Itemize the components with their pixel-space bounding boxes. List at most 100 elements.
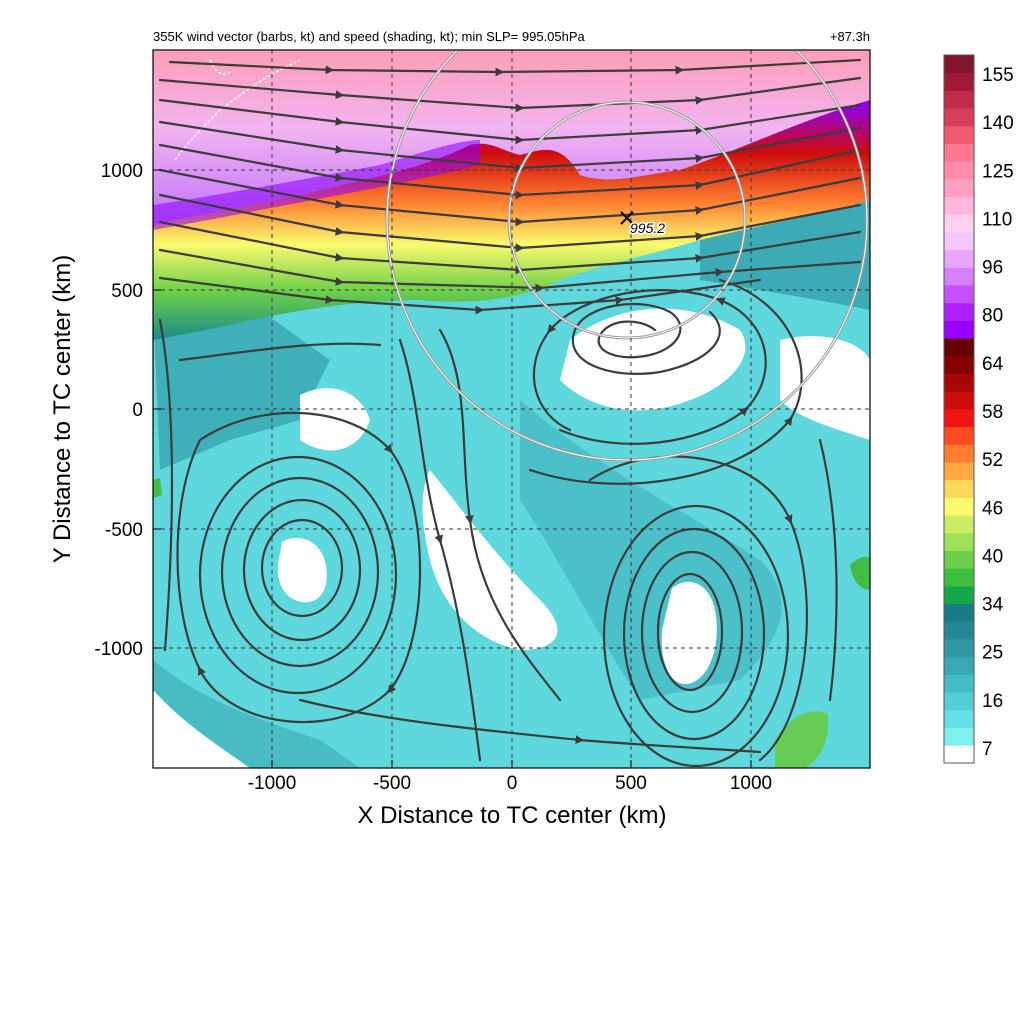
colorbar-swatch <box>944 409 974 428</box>
streamline <box>640 550 744 714</box>
low-speed-area <box>153 690 250 768</box>
chart-title: 355K wind vector (barbs, kt) and speed (… <box>153 29 586 44</box>
colorbar-swatch <box>944 497 974 516</box>
colorbar-swatch <box>944 232 974 251</box>
colorbar-tick-label: 110 <box>982 209 1012 230</box>
streamline <box>158 76 862 113</box>
colorbar-tick-label: 80 <box>982 306 1003 327</box>
y-tick-label: 0 <box>132 400 143 421</box>
streamline <box>158 318 174 652</box>
colorbar-swatch <box>944 320 974 339</box>
colorbar-tick-label: 52 <box>982 450 1003 471</box>
tc-center-x-icon <box>620 211 634 225</box>
streamline <box>158 143 862 200</box>
colorbar-swatch <box>944 479 974 498</box>
streamline <box>528 278 803 485</box>
x-tick-label: -500 <box>373 773 411 794</box>
radius-ring-outer-line <box>386 50 868 461</box>
streamline <box>656 572 724 692</box>
colorbar-swatch <box>944 586 974 605</box>
colorbar-swatch <box>944 656 974 675</box>
colorbar-tick-label: 7 <box>982 739 993 760</box>
colorbar-swatch <box>944 709 974 728</box>
colorbar-swatch <box>944 108 974 127</box>
streamline <box>818 438 838 702</box>
y-tick-label: 500 <box>111 281 143 302</box>
speed-shading-green-patch <box>775 711 829 768</box>
colorbar-swatch <box>944 515 974 534</box>
colorbar-swatch <box>944 444 974 463</box>
x-axis-label: X Distance to TC center (km) <box>358 802 667 829</box>
colorbar-tick-label: 34 <box>982 595 1004 616</box>
colorbar-frame <box>943 54 975 764</box>
streamlines <box>158 58 862 768</box>
radius-ring-inner-line <box>508 101 746 339</box>
streamline <box>158 98 862 145</box>
streamline <box>622 527 766 741</box>
x-tick-label: 1000 <box>730 773 772 794</box>
colorbar-swatch <box>944 391 974 410</box>
colorbar-swatch <box>944 55 974 74</box>
colorbar-labels: 155 140 125 110 96 80 64 58 52 46 40 34 25 16 7 <box>982 65 1014 760</box>
x-tick-label: 0 <box>507 773 518 794</box>
colorbar-swatch <box>944 249 974 268</box>
colorbar-swatch <box>944 143 974 162</box>
colorbar-swatch <box>944 285 974 304</box>
colorbar-swatch <box>944 196 974 215</box>
streamline <box>298 698 762 754</box>
speed-shading-teal-patch <box>700 190 870 310</box>
streamline <box>438 328 562 702</box>
speed-shading-teal-patch <box>153 300 330 470</box>
x-axis: -1000 -500 0 500 1000 X Distance to TC c… <box>248 760 772 829</box>
min-slp-label: 995.2 <box>630 220 665 236</box>
colorbar-swatch <box>944 161 974 180</box>
colorbar-swatch <box>944 338 974 357</box>
streamline <box>158 276 762 315</box>
colorbar-tick-label: 25 <box>982 643 1003 664</box>
x-tick-label: 500 <box>615 773 647 794</box>
colorbar-swatch <box>944 462 974 481</box>
colorbar-swatch <box>944 355 974 374</box>
streamline <box>176 411 421 724</box>
streamline <box>602 504 790 768</box>
streamline <box>158 168 862 227</box>
colorbar-swatch <box>944 267 974 286</box>
tc-center-marker: 995.2 <box>620 211 667 238</box>
colorbar: 155 140 125 110 96 80 64 58 52 46 40 34 25 16 7 <box>943 54 1014 764</box>
colorbar-swatch <box>944 302 974 321</box>
y-tick-label: -500 <box>105 520 143 541</box>
streamline <box>532 289 767 445</box>
y-tick-label: -1000 <box>94 639 143 660</box>
colorbar-swatch <box>944 639 974 658</box>
y-axis-label: Y Distance to TC center (km) <box>49 255 76 564</box>
colorbar-swatch <box>944 621 974 640</box>
streamline <box>168 58 862 77</box>
colorbar-swatch <box>944 373 974 392</box>
colorbar-swatch <box>944 426 974 445</box>
streamline <box>178 342 382 362</box>
colorbar-tick-label: 125 <box>982 161 1014 182</box>
colorbar-swatch <box>944 214 974 233</box>
colorbar-swatch <box>944 178 974 197</box>
colorbar-swatches <box>944 55 974 764</box>
colorbar-tick-label: 96 <box>982 258 1003 279</box>
colorbar-tick-label: 155 <box>982 65 1014 86</box>
forecast-hour: +87.3h <box>830 29 870 44</box>
colorbar-swatch <box>944 550 974 569</box>
speed-shading-green-patch <box>153 478 162 498</box>
colorbar-tick-label: 40 <box>982 546 1003 567</box>
colorbar-tick-label: 58 <box>982 402 1003 423</box>
colorbar-swatch <box>944 674 974 693</box>
colorbar-tick-label: 46 <box>982 498 1003 519</box>
low-speed-area <box>661 581 717 685</box>
colorbar-swatch <box>944 603 974 622</box>
y-axis: 1000 500 0 -500 -1000 Y Distance to TC c… <box>49 161 161 660</box>
streamline <box>158 248 862 293</box>
colorbar-swatch <box>944 72 974 91</box>
radius-rings-highlight <box>386 50 868 461</box>
colorbar-swatch <box>944 532 974 551</box>
colorbar-tick-label: 64 <box>982 354 1004 375</box>
colorbar-swatch <box>944 727 974 746</box>
colorbar-tick-label: 16 <box>982 691 1003 712</box>
